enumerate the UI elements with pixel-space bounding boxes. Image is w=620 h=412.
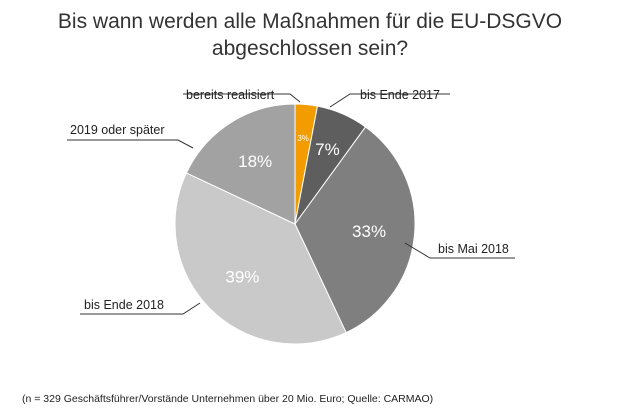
pie-slice (185, 103, 296, 225)
slice-category-label: bis Ende 2017 (360, 88, 440, 102)
leader-line (404, 242, 515, 259)
leader-line (67, 139, 194, 149)
chart-title-line1: Bis wann werden alle Maßnahmen für die E… (58, 10, 562, 33)
slice-category-label: 2019 oder später (70, 123, 165, 137)
chart-title-line2: abgeschlossen sein? (212, 37, 408, 60)
pie-slice (174, 172, 347, 345)
slice-value-label: 18% (238, 152, 272, 171)
slice-category-label: bis Mai 2018 (438, 242, 509, 256)
leader-line (183, 93, 301, 103)
slice-value-label: 33% (352, 222, 386, 241)
slice-value-label: 3% (297, 134, 309, 143)
leader-line (329, 93, 450, 108)
slice-category-label: bereits realisiert (186, 88, 275, 102)
slice-value-label: 39% (225, 268, 259, 287)
slice-category-label: bis Ende 2018 (84, 298, 164, 312)
footnote: (n = 329 Geschäftsführer/Vorstände Unter… (22, 393, 433, 405)
pie-slice (294, 126, 416, 334)
leader-line (80, 302, 201, 315)
slice-value-label: 7% (315, 140, 340, 159)
